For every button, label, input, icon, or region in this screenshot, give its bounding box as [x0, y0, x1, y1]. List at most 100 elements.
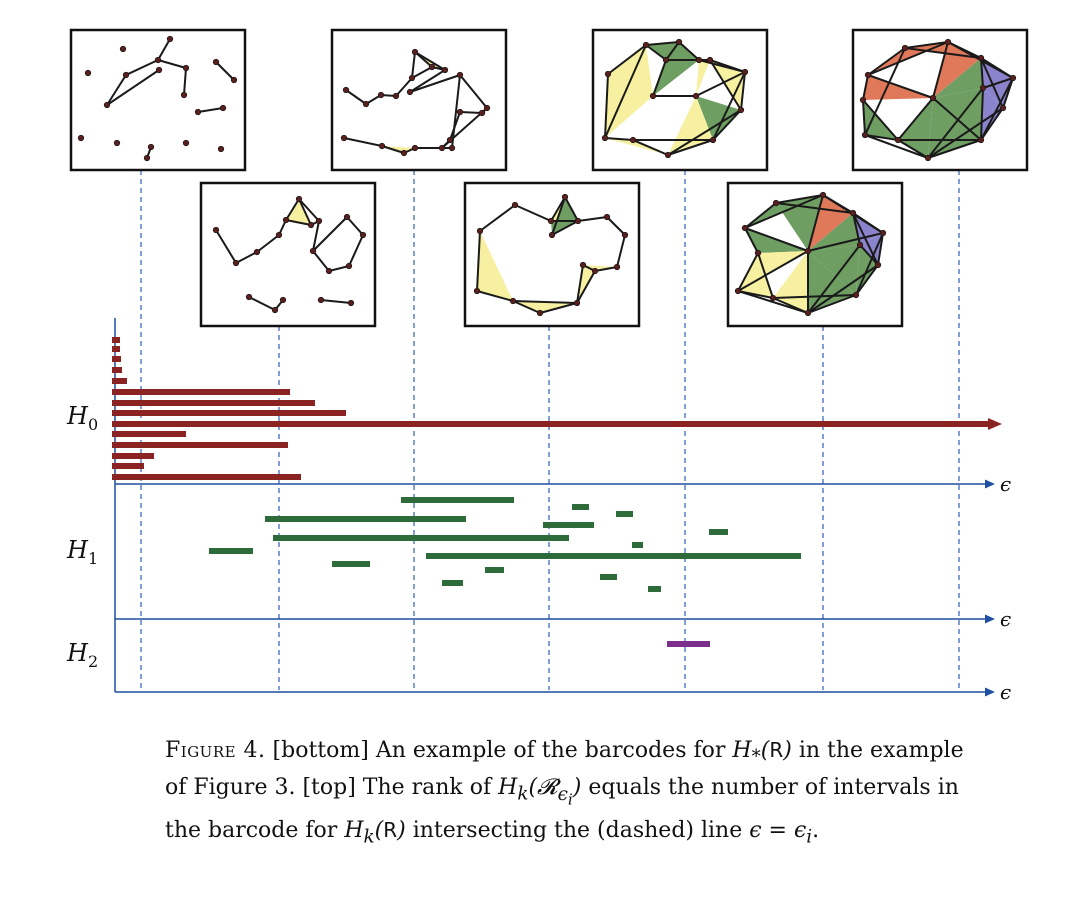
h0-bar: [112, 400, 315, 406]
complex-edge: [577, 216, 608, 222]
complex-vertex: [113, 139, 121, 147]
complex-edge: [744, 202, 777, 229]
h1-bar: [426, 553, 801, 559]
complex-vertex: [271, 306, 279, 314]
complex-vertex: [408, 74, 416, 82]
complex-vertex: [804, 309, 812, 317]
complex-edge: [904, 41, 949, 49]
complex-edge: [772, 294, 857, 299]
complex-vertex: [84, 69, 92, 77]
complex-vertex: [166, 35, 174, 43]
complex-vertex: [180, 91, 188, 99]
complex-vertex: [428, 63, 436, 71]
complex-vertex: [478, 109, 486, 117]
complex-edge: [604, 73, 609, 139]
h0-bar: [112, 337, 120, 343]
complex-vertex: [378, 142, 386, 150]
complex-edge: [855, 232, 884, 296]
complex-edge: [678, 41, 700, 61]
caption-text-4: intersecting the (dashed) line: [405, 818, 750, 844]
homology-label-h2: H2: [66, 639, 98, 671]
h1-bar: [332, 561, 370, 567]
complex-vertex: [737, 106, 745, 114]
complex-edge: [982, 77, 1014, 89]
complex-vertex: [282, 216, 290, 224]
complex-vertex: [536, 309, 544, 317]
simplex-face: [853, 213, 883, 245]
barcode-axes: [114, 318, 995, 697]
h1-bar: [709, 529, 728, 535]
simplex-face: [860, 233, 883, 265]
complex-edge: [897, 139, 929, 159]
complex-edge: [897, 97, 934, 141]
complex-edge: [645, 41, 680, 46]
simplex-face: [653, 60, 699, 96]
complex-vertex: [856, 241, 864, 249]
complex-vertex: [245, 293, 253, 301]
complex-vertex: [675, 38, 683, 46]
complex-vertex: [859, 96, 867, 104]
complex-vertex: [392, 92, 400, 100]
complex-vertex: [734, 287, 742, 295]
complex-edge: [395, 77, 413, 97]
complex-edge: [652, 59, 667, 97]
simplex-face: [981, 88, 1003, 140]
complex-vertex: [182, 64, 190, 72]
complex-vertex: [212, 58, 220, 66]
complex-edge: [343, 137, 383, 147]
complex-edge: [904, 47, 982, 59]
h2-bar: [667, 641, 710, 647]
complex-vertex: [340, 134, 348, 142]
complex-edge: [451, 74, 461, 149]
barcode-bars: [112, 337, 1002, 647]
complex-edge: [594, 266, 618, 272]
simplex-face: [605, 138, 668, 155]
complex-vertex: [456, 71, 464, 79]
simplex-face: [583, 265, 617, 271]
complex-edge: [345, 89, 367, 105]
complex-vertex: [212, 226, 220, 234]
complex-edge: [157, 59, 187, 69]
complex-edge: [312, 216, 348, 252]
complex-vertex: [944, 38, 952, 46]
complex-vertex: [279, 296, 287, 304]
simplex-face: [863, 75, 933, 100]
complex-vertex: [309, 247, 317, 255]
complex-edge: [709, 59, 742, 111]
complex-edge: [737, 290, 809, 314]
complex-edge: [807, 294, 857, 314]
complex-edge: [862, 99, 899, 141]
simplex-face: [808, 245, 860, 295]
complex-edge: [712, 109, 742, 141]
complex-vertex: [603, 213, 611, 221]
complex-vertex: [548, 231, 556, 239]
complex-vertex: [441, 66, 449, 74]
complex-vertex: [307, 221, 315, 229]
complex-edge: [459, 74, 488, 109]
complex-vertex: [741, 224, 749, 232]
complex-vertex: [894, 136, 902, 144]
complex-vertex: [122, 71, 130, 79]
complex-edge: [346, 216, 364, 236]
complex-vertex: [317, 296, 325, 304]
complex-vertex: [325, 267, 333, 275]
complex-edge: [867, 74, 934, 99]
panel-frame: [69, 28, 247, 172]
complex-edge: [932, 97, 982, 141]
complex-vertex: [664, 151, 672, 159]
simplex-face: [513, 301, 577, 313]
complex-vertex: [574, 217, 582, 225]
complex-panel: [330, 28, 508, 172]
h1-bar: [265, 516, 466, 522]
h0-bar: [112, 453, 154, 459]
complex-edge: [459, 111, 483, 114]
complex-vertex: [509, 297, 517, 305]
complex-vertex: [979, 84, 987, 92]
complex-edge: [607, 44, 647, 75]
complex-edge: [645, 44, 667, 61]
complex-vertex: [709, 136, 717, 144]
complex-vertex: [999, 104, 1007, 112]
complex-edge: [479, 204, 516, 232]
simplex-face: [928, 98, 981, 158]
complex-vertex: [849, 209, 857, 217]
